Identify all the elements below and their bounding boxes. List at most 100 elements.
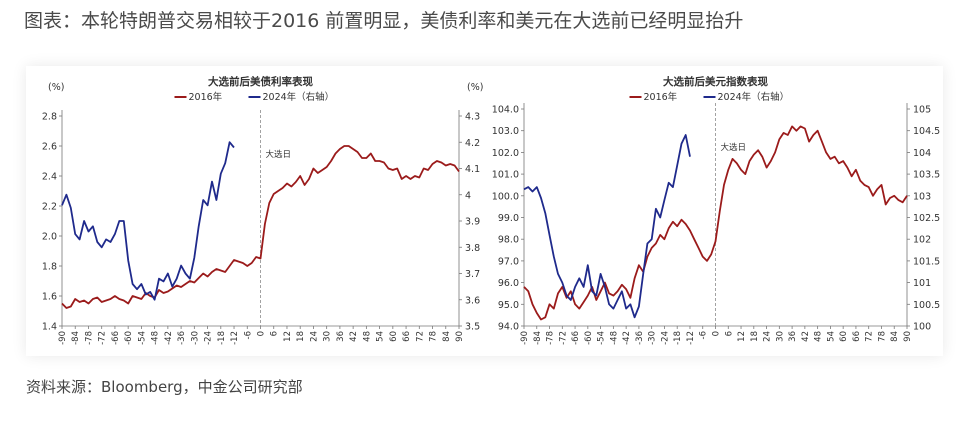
x-tick-label: -60 bbox=[584, 331, 594, 345]
x-tick-label: 48 bbox=[814, 331, 824, 342]
right-tick-label: 102 bbox=[913, 235, 931, 246]
series-2016-line bbox=[61, 145, 460, 309]
x-tick-label: 30 bbox=[323, 331, 333, 342]
x-tick-label: 84 bbox=[442, 331, 452, 342]
x-tick-label: 66 bbox=[852, 331, 862, 342]
right-tick-label: 102.5 bbox=[913, 213, 940, 224]
right-tick-label: 4.1 bbox=[465, 164, 480, 175]
left-tick-label: 2.0 bbox=[42, 232, 57, 243]
left-tick-label: 1.6 bbox=[42, 292, 57, 303]
left-tick-label: 104.0 bbox=[492, 105, 519, 116]
right-tick-label: 3.5 bbox=[465, 322, 480, 333]
right-tick-label: 105 bbox=[913, 105, 931, 116]
x-tick-label: -24 bbox=[204, 331, 214, 345]
right-tick-label: 100 bbox=[913, 322, 931, 333]
right-tick-label: 4.2 bbox=[465, 138, 480, 149]
x-tick-label: 72 bbox=[865, 331, 875, 342]
x-tick-label: -66 bbox=[111, 331, 121, 345]
x-tick-label: -12 bbox=[686, 331, 696, 345]
election-day-label: 大选日 bbox=[266, 149, 292, 160]
x-tick-label: -42 bbox=[622, 331, 632, 345]
left-tick-label: 98.0 bbox=[498, 235, 519, 246]
x-tick-label: -60 bbox=[124, 331, 134, 345]
right-tick-label: 101 bbox=[913, 278, 931, 289]
x-tick-label: -90 bbox=[520, 331, 530, 345]
right-tick-label: 3.7 bbox=[465, 269, 480, 280]
x-tick-label: -6 bbox=[243, 331, 253, 339]
x-tick-label: -30 bbox=[648, 331, 658, 345]
x-tick-label: -12 bbox=[230, 331, 240, 345]
right-tick-label: 104.5 bbox=[913, 126, 940, 137]
right-tick-label: 3.6 bbox=[465, 295, 480, 306]
left-tick-label: 96.0 bbox=[498, 278, 519, 289]
left-tick-label: 103.0 bbox=[492, 126, 519, 137]
x-tick-label: 90 bbox=[903, 331, 913, 342]
x-tick-label: 78 bbox=[877, 331, 887, 342]
chart-2: 大选前后美元指数表现 2016年 2024年（右轴） 94.0 95.0 96.0 97.0… bbox=[492, 75, 940, 345]
x-tick-label: -36 bbox=[635, 331, 645, 345]
series-2024-line bbox=[523, 134, 691, 319]
left-tick-label: 2.6 bbox=[42, 142, 57, 153]
x-tick-label: -72 bbox=[98, 331, 108, 345]
left-tick-label: 101.0 bbox=[492, 170, 519, 181]
x-tick-label: 66 bbox=[402, 331, 412, 342]
right-axis-unit: (%) bbox=[467, 82, 483, 93]
x-tick-label: 90 bbox=[455, 331, 465, 342]
x-tick-label: 54 bbox=[826, 331, 836, 342]
x-tick-label: -72 bbox=[558, 331, 568, 345]
x-tick-label: -48 bbox=[609, 331, 619, 345]
left-axis-unit: (%) bbox=[48, 82, 64, 93]
legend-label: 2016年 bbox=[189, 91, 223, 103]
x-tick-label: -66 bbox=[571, 331, 581, 345]
x-tick-label: -42 bbox=[164, 331, 174, 345]
left-tick-label: 2.2 bbox=[42, 202, 57, 213]
x-tick-label: 78 bbox=[429, 331, 439, 342]
x-tick-label: 42 bbox=[801, 331, 811, 342]
x-tick-label: -18 bbox=[217, 331, 227, 345]
right-tick-label: 104 bbox=[913, 148, 931, 159]
right-tick-label: 103.5 bbox=[913, 170, 940, 181]
left-tick-label: 102.0 bbox=[492, 148, 519, 159]
x-tick-label: -48 bbox=[151, 331, 161, 345]
x-tick-label: 30 bbox=[775, 331, 785, 342]
x-tick-label: 72 bbox=[415, 331, 425, 342]
right-tick-label: 4 bbox=[465, 190, 471, 201]
x-tick-label: -18 bbox=[673, 331, 683, 345]
x-tick-label: -36 bbox=[177, 331, 187, 345]
legend-label: 2024年（右轴） bbox=[718, 91, 790, 103]
left-tick-label: 100.0 bbox=[492, 191, 519, 202]
x-tick-label: -24 bbox=[660, 331, 670, 345]
x-tick-label: -90 bbox=[58, 331, 68, 345]
x-tick-label: 24 bbox=[763, 331, 773, 342]
x-tick-label: 0 bbox=[712, 331, 722, 336]
left-tick-label: 95.0 bbox=[498, 300, 519, 311]
series-2024-line bbox=[61, 141, 235, 301]
x-tick-label: -78 bbox=[84, 331, 94, 345]
x-tick-label: 84 bbox=[890, 331, 900, 342]
x-tick-label: -84 bbox=[71, 331, 81, 345]
series-2016-line bbox=[523, 125, 908, 321]
chart-1: 大选前后美债利率表现 2016年 2024年（右轴） (%) (%) 1.4 1.6 1.8 2… bbox=[42, 75, 484, 345]
x-tick-label: 48 bbox=[362, 331, 372, 342]
legend-label: 2024年（右轴） bbox=[263, 91, 335, 103]
x-tick-label: 36 bbox=[788, 331, 798, 342]
x-tick-label: -78 bbox=[546, 331, 556, 345]
x-tick-label: 60 bbox=[389, 331, 399, 342]
x-tick-label: 18 bbox=[296, 331, 306, 342]
charts-canvas: 大选前后美债利率表现 2016年 2024年（右轴） (%) (%) 1.4 1.6 1.8 2… bbox=[42, 75, 940, 345]
right-tick-label: 4.3 bbox=[465, 112, 480, 123]
figure-panel: 大选前后美债利率表现 2016年 2024年（右轴） (%) (%) 1.4 1.6 1.8 2… bbox=[26, 66, 943, 356]
chart-title: 大选前后美元指数表现 bbox=[663, 75, 768, 88]
x-tick-label: 24 bbox=[309, 331, 319, 342]
right-tick-label: 101.5 bbox=[913, 256, 940, 267]
x-tick-label: 12 bbox=[283, 331, 293, 342]
x-tick-label: -84 bbox=[533, 331, 543, 345]
x-tick-label: 42 bbox=[349, 331, 359, 342]
figure-heading: 图表：本轮特朗普交易相较于2016 前置明显，美债利率和美元在大选前已经明显抬升 bbox=[24, 10, 744, 32]
election-day-label: 大选日 bbox=[721, 142, 747, 153]
right-tick-label: 3.8 bbox=[465, 243, 480, 254]
x-tick-label: -54 bbox=[597, 331, 607, 345]
source-note: 资料来源：Bloomberg，中金公司研究部 bbox=[26, 378, 303, 396]
x-tick-label: -54 bbox=[137, 331, 147, 345]
right-tick-label: 103 bbox=[913, 191, 931, 202]
